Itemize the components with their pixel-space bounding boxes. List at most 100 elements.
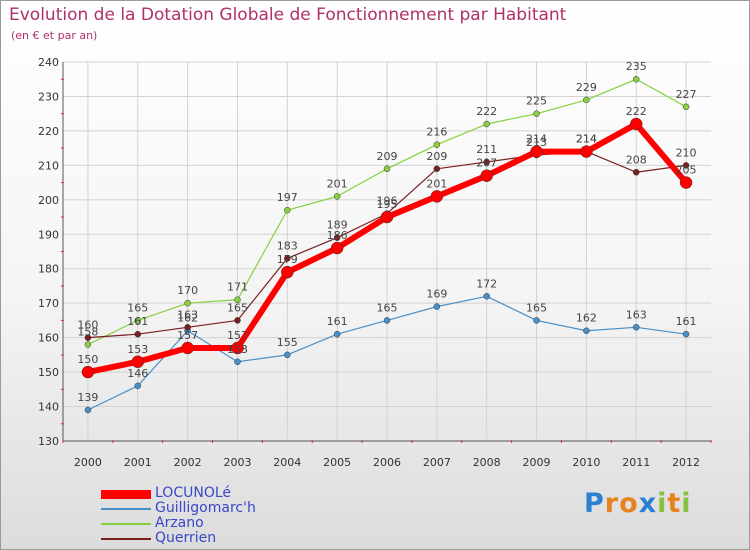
- logo-letter: o: [619, 488, 639, 519]
- data-label: 213: [526, 136, 547, 149]
- data-point: [333, 193, 341, 200]
- data-point: [333, 330, 341, 338]
- data-label: 163: [626, 308, 647, 321]
- data-label: 170: [177, 284, 198, 297]
- data-label: 165: [127, 301, 148, 314]
- data-point: [84, 406, 92, 414]
- data-point: [483, 158, 490, 166]
- data-label: 189: [327, 219, 348, 232]
- data-point: [234, 317, 241, 324]
- legend-swatch: [101, 489, 151, 499]
- data-point: [533, 317, 540, 324]
- data-point: [134, 317, 142, 324]
- y-tick-label: 200: [38, 194, 59, 207]
- data-point: [383, 165, 391, 173]
- data-label: 150: [77, 353, 98, 366]
- y-tick-label: 170: [38, 297, 59, 310]
- x-tick-label: 2009: [523, 456, 551, 469]
- data-label: 146: [127, 367, 148, 380]
- data-label: 227: [676, 88, 697, 101]
- data-point: [383, 317, 391, 324]
- data-label: 214: [576, 133, 597, 146]
- data-label: 214: [576, 133, 597, 146]
- data-label: 160: [77, 319, 98, 332]
- data-point: [679, 176, 693, 189]
- y-tick-label: 160: [38, 332, 59, 345]
- data-point: [682, 162, 690, 169]
- logo-letter: t: [667, 488, 682, 519]
- data-label: 201: [327, 177, 348, 190]
- data-point: [682, 330, 690, 338]
- x-tick-label: 2004: [273, 456, 301, 469]
- legend-label: LOCUNOLé: [155, 485, 232, 501]
- data-label: 216: [426, 126, 447, 139]
- logo-letter: r: [604, 488, 620, 519]
- data-label: 183: [277, 239, 298, 252]
- data-point: [380, 210, 394, 224]
- x-tick-label: 2001: [124, 456, 152, 469]
- x-tick-label: 2010: [572, 456, 600, 469]
- data-point: [682, 103, 690, 111]
- data-label: 214: [526, 133, 547, 146]
- data-point: [184, 299, 191, 307]
- x-tick-label: 2005: [323, 456, 351, 469]
- legend-label: Querrien: [155, 530, 217, 546]
- data-label: 162: [177, 312, 198, 325]
- logo-letter: x: [638, 488, 658, 519]
- x-tick-label: 2007: [423, 456, 451, 469]
- data-point: [433, 303, 441, 310]
- legend-label: Guilligomarc'h: [155, 500, 256, 516]
- proxiti-logo: Proxiti: [584, 488, 692, 519]
- data-point: [134, 382, 142, 390]
- data-label: 229: [576, 81, 597, 94]
- y-tick-label: 180: [38, 263, 59, 276]
- data-label: 155: [277, 336, 298, 349]
- data-point: [583, 96, 590, 104]
- data-label: 157: [177, 329, 198, 342]
- x-tick-label: 2003: [223, 456, 251, 469]
- data-point: [483, 293, 490, 300]
- data-label: 162: [576, 312, 597, 325]
- data-label: 171: [227, 281, 248, 294]
- legend-label: Arzano: [155, 515, 204, 531]
- data-point: [583, 327, 590, 334]
- data-point: [281, 265, 294, 279]
- data-label: 209: [377, 150, 398, 163]
- data-point: [231, 341, 244, 355]
- x-tick-label: 2011: [622, 456, 650, 469]
- data-label: 179: [277, 253, 298, 266]
- data-label: 161: [676, 315, 697, 328]
- data-label: 207: [476, 157, 497, 170]
- data-point: [184, 324, 191, 331]
- legend-swatch: [101, 508, 151, 510]
- y-tick-label: 130: [38, 435, 59, 448]
- data-label: 222: [626, 105, 647, 118]
- data-point: [284, 255, 291, 262]
- data-label: 163: [177, 308, 198, 321]
- data-label: 165: [377, 301, 398, 314]
- data-point: [483, 120, 490, 128]
- data-label: 165: [526, 301, 547, 314]
- chart-title: Evolution de la Dotation Globale de Fonc…: [9, 5, 567, 25]
- data-point: [284, 206, 291, 214]
- data-point: [234, 358, 241, 366]
- data-label: 161: [127, 315, 148, 328]
- data-label: 197: [277, 191, 298, 204]
- logo-letter: P: [584, 488, 605, 519]
- data-label: 195: [377, 198, 398, 211]
- data-point: [580, 145, 593, 158]
- data-label: 161: [327, 315, 348, 328]
- data-label: 165: [227, 301, 248, 314]
- data-point: [84, 334, 92, 341]
- data-point: [533, 110, 540, 117]
- data-point: [632, 169, 640, 176]
- data-label: 205: [676, 164, 697, 177]
- data-point: [480, 169, 493, 182]
- data-label: 196: [377, 195, 398, 208]
- data-label: 153: [227, 343, 248, 356]
- data-label: 186: [327, 229, 348, 242]
- x-tick-label: 2006: [373, 456, 401, 469]
- y-tick-label: 230: [38, 90, 59, 103]
- y-tick-label: 220: [38, 125, 59, 138]
